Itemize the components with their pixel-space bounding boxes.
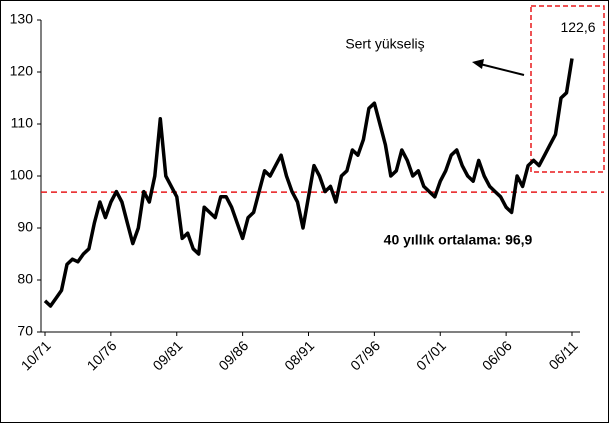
- arrow-line: [479, 63, 525, 76]
- x-tick-label: 07/01: [413, 337, 449, 373]
- x-tick-label: 06/06: [479, 337, 515, 373]
- series-line: [43, 58, 574, 308]
- x-tick-label: 06/11: [545, 337, 581, 373]
- y-tick-label: 70: [17, 323, 33, 339]
- x-tick-label: 08/91: [281, 337, 317, 373]
- y-tick-label: 80: [17, 271, 33, 287]
- annotation: Sert yükseliş: [345, 36, 424, 52]
- highlight-box: [530, 5, 605, 173]
- arrow-head: [472, 59, 484, 69]
- y-tick-label: 120: [10, 63, 34, 79]
- y-tick-label: 90: [17, 219, 33, 235]
- x-tick-label: 09/86: [215, 337, 251, 373]
- y-tick-label: 100: [10, 167, 34, 183]
- x-tick-label: 09/81: [149, 337, 185, 373]
- x-tick-label: 10/71: [18, 337, 54, 373]
- x-tick-label: 10/76: [84, 337, 120, 373]
- y-tick-label: 130: [10, 11, 34, 27]
- data-label: 122,6: [560, 19, 595, 35]
- y-tick-label: 110: [11, 115, 34, 131]
- annotation: 40 yıllık ortalama: 96,9: [384, 232, 533, 248]
- x-tick-label: 07/96: [347, 337, 383, 373]
